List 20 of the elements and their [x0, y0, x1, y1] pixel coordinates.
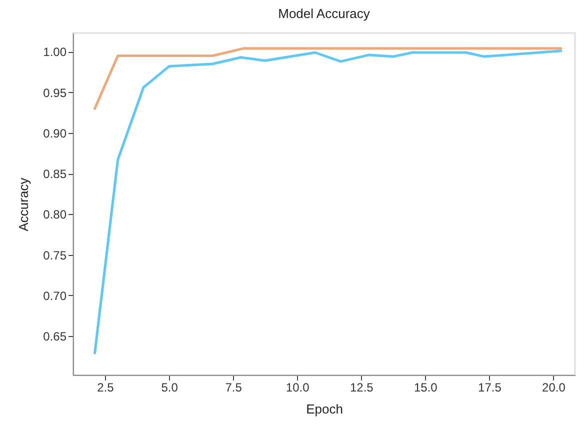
x-tick-label: 20.0: [542, 380, 566, 394]
y-tick-label: 0.90: [43, 126, 67, 140]
y-tick-label: 0.85: [43, 167, 67, 182]
y-axis-title: Accuracy: [16, 177, 32, 232]
chart-title: Model Accuracy: [278, 6, 370, 21]
x-tick-label: 17.5: [478, 380, 502, 394]
y-tick-label: 0.80: [43, 208, 67, 222]
x-tick-label: 7.5: [225, 380, 242, 394]
x-tick-label: 5.0: [161, 380, 178, 394]
y-tick-label: 0.65: [43, 330, 67, 344]
line-series: [94, 50, 562, 354]
y-tick-label: 1.00: [43, 45, 67, 60]
x-tick-label: 2.5: [97, 380, 114, 394]
x-tick-label: 12.5: [350, 380, 374, 394]
y-tick-label: 0.75: [43, 248, 67, 262]
y-tick-label: 0.95: [43, 86, 67, 100]
x-tick-label: 10.0: [286, 380, 310, 394]
x-axis-title: Epoch: [306, 402, 343, 416]
y-tick-label: 0.70: [43, 288, 67, 303]
x-tick-label: 15.0: [414, 380, 438, 394]
